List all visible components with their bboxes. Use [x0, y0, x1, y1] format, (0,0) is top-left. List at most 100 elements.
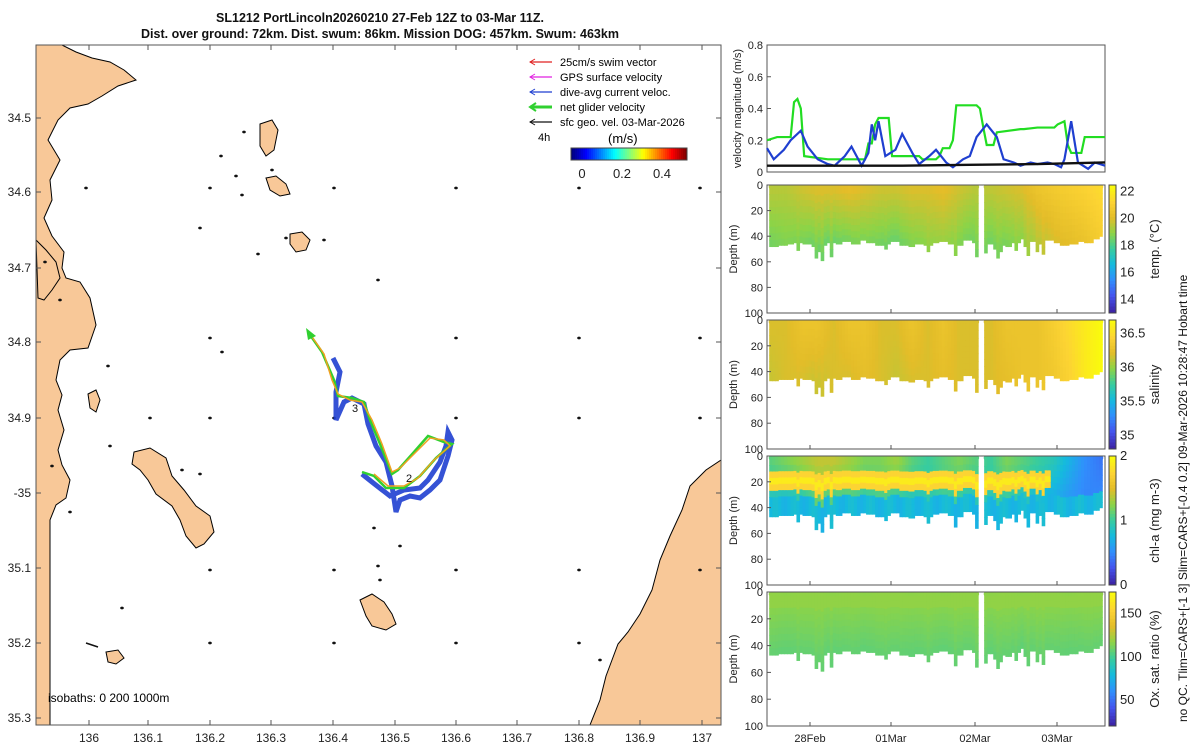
section-cell — [923, 225, 928, 233]
section-cell — [1059, 193, 1064, 201]
section-cell — [911, 635, 916, 644]
section-cell — [1017, 187, 1022, 195]
section-cell — [775, 220, 779, 228]
section-cell — [1053, 633, 1058, 641]
section-cell — [1044, 643, 1049, 651]
section-cell — [826, 353, 831, 361]
section-cell — [820, 252, 825, 262]
section-cell — [987, 509, 991, 516]
section-cell — [1026, 602, 1031, 612]
section-cell — [975, 338, 979, 347]
section-cell — [1032, 632, 1037, 640]
section-cell — [820, 594, 825, 604]
section-cell — [778, 620, 782, 629]
section-cell — [1087, 507, 1091, 515]
section-colorbar-swatch — [1109, 709, 1116, 714]
section-cell — [996, 627, 1000, 637]
map-ytick-label: 35.1 — [8, 561, 32, 575]
section-cell — [969, 346, 973, 353]
colorbar-swatch — [651, 148, 654, 160]
section-cell — [1044, 458, 1049, 466]
section-cell — [787, 496, 791, 504]
section-cell — [929, 219, 934, 227]
section-cell — [875, 648, 879, 656]
section-cell — [984, 238, 988, 247]
section-cell — [972, 477, 976, 484]
section-cell — [1041, 359, 1046, 368]
section-cell — [929, 200, 934, 208]
section-cell — [841, 223, 846, 230]
section-cell — [1081, 644, 1085, 652]
section-cell — [772, 187, 776, 195]
section-cell — [959, 497, 964, 505]
section-cell — [875, 187, 879, 195]
section-cell — [923, 614, 928, 623]
section-cell — [796, 322, 801, 331]
section-cell — [863, 358, 867, 366]
section-cell — [1068, 341, 1073, 349]
islet-or-geo-vector — [242, 130, 246, 134]
section-cell — [775, 628, 779, 636]
section-cell — [884, 506, 888, 515]
section-cell — [884, 336, 888, 344]
section-cell — [902, 648, 907, 656]
section-cell — [1041, 656, 1046, 665]
section-cell — [959, 238, 964, 246]
section-cell — [947, 477, 952, 485]
map-ytick-label: 34.5 — [8, 111, 32, 125]
section-cell — [1078, 328, 1082, 336]
section-cell — [808, 347, 813, 355]
section-cell — [805, 614, 810, 622]
section-cell — [853, 200, 858, 207]
section-cell — [775, 458, 779, 466]
section-cell — [887, 633, 891, 642]
section-cell — [965, 187, 970, 194]
section-cell — [914, 471, 919, 479]
section-cell — [908, 348, 913, 357]
section-cell — [817, 329, 822, 338]
section-cell — [947, 335, 952, 343]
section-cell — [1065, 361, 1070, 369]
section-cell — [929, 374, 934, 382]
section-cell — [926, 237, 931, 246]
section-cell — [778, 360, 782, 368]
section-cell — [878, 354, 882, 362]
map-xtick-label: 136.6 — [441, 731, 471, 745]
section-cell — [896, 500, 900, 508]
section-cell — [1050, 612, 1055, 620]
section-cell — [1062, 634, 1067, 643]
section-cell — [947, 218, 952, 226]
section-cell — [996, 652, 1000, 661]
section-cell — [878, 206, 882, 214]
section-cell — [1078, 187, 1082, 195]
section-cell — [853, 471, 858, 479]
section-cell — [1056, 322, 1061, 330]
section-cell — [902, 329, 907, 337]
section-cell — [1062, 187, 1067, 195]
colorbar-swatch — [579, 148, 582, 160]
section-cell — [990, 633, 994, 642]
section-cell — [1093, 492, 1097, 500]
section-cell — [793, 470, 798, 478]
section-cell — [920, 620, 925, 629]
section-cell — [775, 348, 779, 356]
section-cell — [823, 200, 828, 208]
section-cell — [999, 508, 1003, 517]
section-cell — [1090, 613, 1094, 621]
section-cell — [796, 472, 801, 481]
section-cell — [987, 490, 991, 498]
section-cell — [841, 211, 846, 219]
section-cell — [917, 640, 922, 648]
section-cell — [1062, 354, 1067, 362]
section-cell — [808, 206, 813, 214]
section-cell — [781, 200, 785, 208]
section-cell — [1047, 600, 1052, 608]
section-cell — [1011, 341, 1016, 348]
section-cell — [1014, 631, 1019, 640]
section-cell — [802, 360, 807, 368]
section-cell — [947, 193, 952, 201]
section-cell — [893, 352, 897, 360]
section-cell — [932, 322, 937, 330]
section-cell — [778, 607, 782, 615]
section-cell — [1032, 334, 1037, 342]
